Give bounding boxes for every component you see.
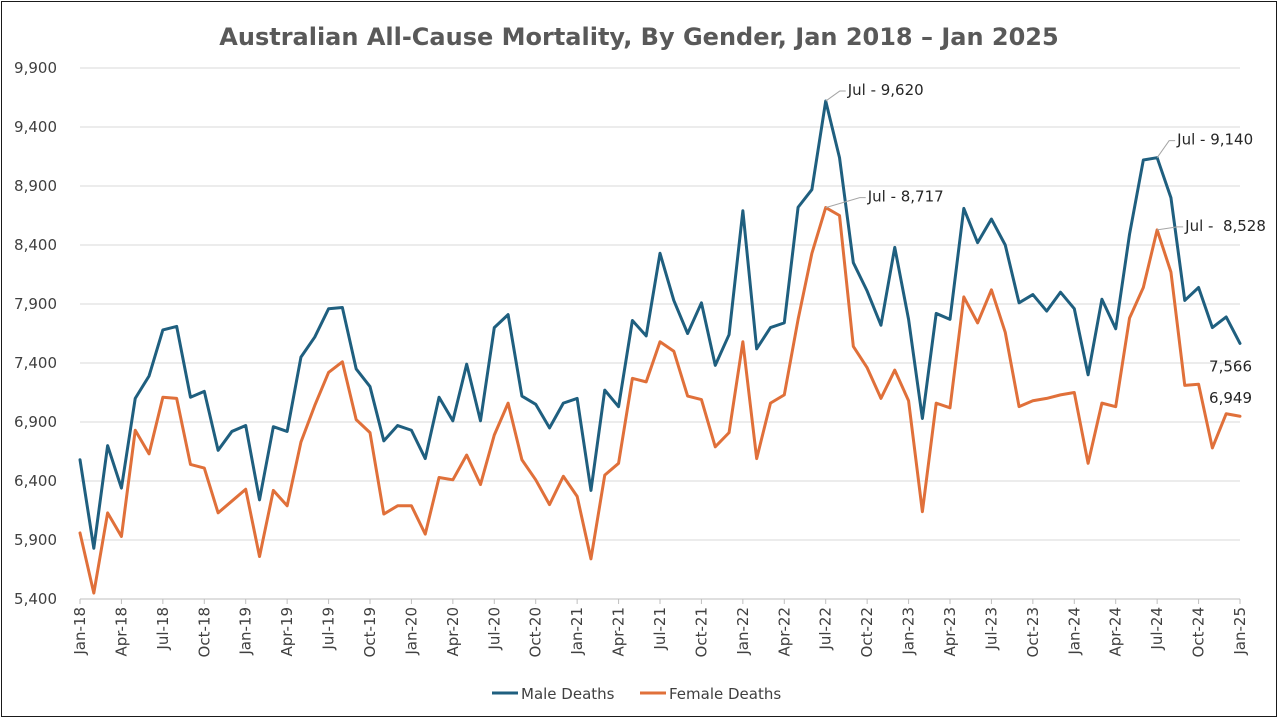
y-tick-label: 7,900 xyxy=(14,295,57,313)
x-tick-label: Apr-19 xyxy=(278,607,296,657)
x-tick-label: Jan-25 xyxy=(1231,607,1249,656)
annotation-label: 6,949 xyxy=(1209,389,1252,407)
x-tick-label: Oct-20 xyxy=(527,607,545,657)
x-tick-label: Oct-19 xyxy=(361,607,379,657)
y-tick-label: 9,400 xyxy=(14,118,57,136)
x-tick-label: Jan-24 xyxy=(1065,607,1083,656)
x-tick-label: Jul-19 xyxy=(320,607,338,651)
legend: Male Deaths Female Deaths xyxy=(492,685,781,703)
y-tick-label: 9,900 xyxy=(14,59,57,77)
x-tick-label: Jul-24 xyxy=(1148,607,1166,651)
x-tick-label: Oct-23 xyxy=(1024,607,1042,657)
y-tick-label: 6,400 xyxy=(14,472,57,490)
y-tick-label: 7,400 xyxy=(14,354,57,372)
y-tick-label: 5,400 xyxy=(14,590,57,608)
y-tick-label: 6,900 xyxy=(14,413,57,431)
x-tick-label: Oct-21 xyxy=(692,607,710,657)
annotation-label: Jul - 8,528 xyxy=(1184,217,1266,235)
x-tick-label: Apr-21 xyxy=(610,607,628,657)
x-tick-label: Jan-22 xyxy=(734,607,752,656)
y-axis: 5,400 5,900 6,400 6,900 7,400 7,900 8,400 8,900… xyxy=(14,59,57,608)
x-tick-label: Jan-23 xyxy=(900,607,918,656)
annotation-label: Jul - 9,620 xyxy=(847,81,924,99)
y-tick-label: 5,900 xyxy=(14,531,57,549)
x-axis: Jan-18 Apr-18 Jul-18 Oct-18 Jan-19 Apr-19 Jul-… xyxy=(71,598,1249,657)
x-tick-label: Jan-19 xyxy=(237,607,255,656)
y-tick-label: 8,400 xyxy=(14,236,57,254)
x-tick-label: Jan-21 xyxy=(568,607,586,656)
x-tick-label: Jul-22 xyxy=(817,607,835,651)
series-line-female xyxy=(78,206,1242,595)
chart-title: Australian All-Cause Mortality, By Gende… xyxy=(219,23,1058,51)
legend-label: Male Deaths xyxy=(521,685,615,703)
x-tick-label: Jan-20 xyxy=(402,607,420,656)
x-tick-label: Jul-23 xyxy=(982,607,1000,651)
x-tick-label: Apr-18 xyxy=(112,607,130,657)
annotation-leader xyxy=(825,197,866,209)
x-tick-label: Apr-24 xyxy=(1107,607,1125,657)
x-tick-label: Oct-22 xyxy=(858,607,876,657)
x-tick-label: Oct-24 xyxy=(1190,607,1208,657)
legend-label: Female Deaths xyxy=(669,685,781,703)
x-tick-label: Jan-18 xyxy=(71,607,89,656)
series-line-male xyxy=(78,99,1242,550)
annotation-label: Jul - 8,717 xyxy=(867,188,944,206)
annotation-leader xyxy=(1156,140,1176,158)
x-tick-label: Apr-22 xyxy=(775,607,793,657)
annotations: Jul - 9,620 Jul - 8,717 Jul - 9,140 Jul - 8… xyxy=(825,81,1266,407)
x-tick-label: Jul-18 xyxy=(154,607,172,651)
annotation-leader xyxy=(1157,226,1184,231)
gridlines xyxy=(80,67,1240,541)
annotation-label: Jul - 9,140 xyxy=(1176,131,1253,149)
y-tick-label: 8,900 xyxy=(14,177,57,195)
x-tick-label: Jul-20 xyxy=(485,607,503,651)
annotation-label: 7,566 xyxy=(1209,357,1252,375)
annotation-leader xyxy=(825,90,846,102)
x-tick-label: Oct-18 xyxy=(195,607,213,657)
x-tick-label: Apr-23 xyxy=(941,607,959,657)
x-tick-label: Jul-21 xyxy=(651,607,669,651)
x-tick-label: Apr-20 xyxy=(444,607,462,657)
series-lines xyxy=(78,99,1242,595)
